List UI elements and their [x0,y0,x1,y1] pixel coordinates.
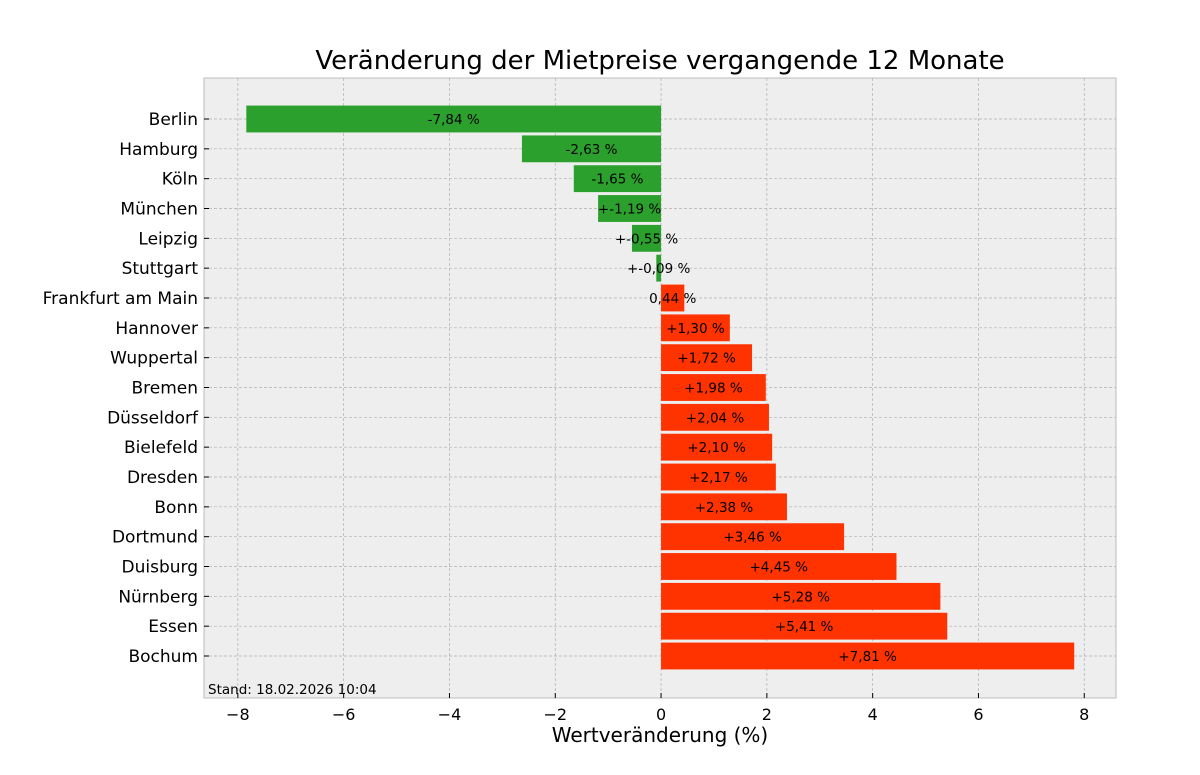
data-label: +7,81 % [838,649,897,665]
data-label: +2,38 % [695,500,754,516]
bar-duisburg [661,553,897,580]
bar-düsseldorf [661,403,769,431]
bar-dortmund [661,523,845,551]
x-tick-label: −8 [226,705,250,724]
data-label: -7,84 % [428,112,480,128]
data-label: +1,30 % [666,321,725,337]
data-label: +4,45 % [750,560,809,576]
data-label: +1,98 % [684,381,743,397]
bar-bonn [661,493,787,521]
x-tick-label: 4 [868,705,878,724]
data-label: +2,17 % [689,470,748,486]
data-label: +3,46 % [723,530,782,546]
bar-nürnberg [661,582,941,610]
bar-köln [573,165,662,193]
y-tick-label: Köln [162,170,198,190]
y-tick-label: München [120,200,198,220]
x-tick-label: 0 [656,705,666,724]
data-label: +1,72 % [677,351,736,367]
x-tick-label: −6 [332,705,356,724]
bar-hamburg [521,135,662,163]
bar-frankfurt-am-main [661,284,685,312]
bar-wuppertal [661,344,753,372]
data-label: +-0,55 % [615,231,679,247]
y-tick-label: Bielefeld [124,438,198,458]
bar-bremen [661,374,766,401]
y-tick-label: Leipzig [138,229,198,249]
y-tick-label: Düsseldorf [107,408,199,428]
bar-stuttgart [656,254,662,282]
bar-bochum [661,642,1075,670]
chart-title: Veränderung der Mietpreise vergangende 1… [315,46,1004,76]
y-tick-label: Frankfurt am Main [43,289,198,309]
x-tick-label: 2 [762,705,772,724]
y-tick-label: Bochum [128,647,198,667]
x-axis-label: Wertveränderung (%) [552,723,769,747]
bar-essen [661,612,948,640]
y-tick-label: Berlin [149,110,198,130]
bar-leipzig [631,224,662,252]
data-label: 0,44 % [649,291,696,307]
bar-berlin [246,105,662,133]
y-tick-label: Bonn [154,498,198,518]
timestamp-annotation: Stand: 18.02.2026 10:04 [208,682,377,698]
y-tick-label: Duisburg [122,558,199,578]
data-label: +5,28 % [771,589,830,605]
data-label: +-0,09 % [627,261,691,277]
bar-dresden [661,463,776,491]
bar-bielefeld [661,433,773,461]
data-label: +-1,19 % [598,202,662,218]
bar-münchen [598,195,662,222]
y-tick-label: Hannover [115,319,198,339]
x-tick-label: 8 [1079,705,1089,724]
data-label: +5,41 % [775,619,834,635]
x-tick-label: −4 [438,705,462,724]
data-label: +2,04 % [686,410,745,426]
y-tick-label: Bremen [131,379,198,399]
data-label: +2,10 % [687,440,746,456]
y-tick-label: Nürnberg [118,587,198,607]
y-tick-label: Dresden [127,468,198,488]
bar-hannover [661,314,730,342]
y-tick-label: Hamburg [119,140,198,160]
y-tick-label: Stuttgart [122,259,199,279]
y-tick-label: Essen [148,617,198,637]
x-tick-label: 6 [973,705,983,724]
x-tick-label: −2 [543,705,567,724]
y-tick-label: Wuppertal [110,349,198,369]
data-label: -1,65 % [591,172,643,188]
y-tick-label: Dortmund [112,528,198,548]
data-label: -2,63 % [565,142,617,158]
